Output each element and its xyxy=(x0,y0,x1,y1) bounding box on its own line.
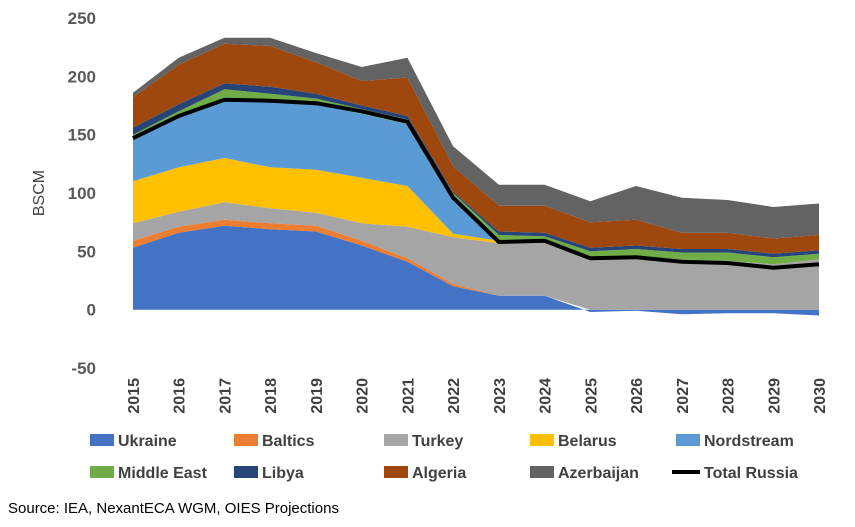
legend-label: Libya xyxy=(262,465,304,482)
legend-item-ukraine: Ukraine xyxy=(90,433,177,450)
y-tick-label: 0 xyxy=(87,301,96,320)
x-tick-label: 2015 xyxy=(126,378,143,414)
x-tick-label: 2026 xyxy=(629,378,646,414)
legend-item-azerbaijan: Azerbaijan xyxy=(530,465,639,482)
legend-label: Middle East xyxy=(118,465,208,482)
legend-swatch xyxy=(530,466,554,478)
x-tick-label: 2028 xyxy=(721,378,738,414)
legend-label: Baltics xyxy=(262,433,315,450)
legend-label: Azerbaijan xyxy=(558,465,639,482)
x-tick-label: 2023 xyxy=(492,378,509,414)
y-axis-ticks: -50 0 50 100 150 200 250 xyxy=(68,9,96,378)
source-note: Source: IEA, NexantECA WGM, OIES Project… xyxy=(8,500,339,517)
x-tick-label: 2024 xyxy=(538,378,555,414)
x-tick-label: 2021 xyxy=(400,378,417,414)
y-tick-label: 100 xyxy=(68,184,96,203)
area-turkey xyxy=(133,202,819,310)
legend-item-algeria: Algeria xyxy=(384,465,466,482)
legend-label: Belarus xyxy=(558,433,617,450)
area-algeria xyxy=(133,43,819,254)
legend-item-belarus: Belarus xyxy=(530,433,617,450)
x-tick-label: 2029 xyxy=(766,378,783,414)
legend-label: Ukraine xyxy=(118,433,177,450)
line-total-russia xyxy=(132,97,820,270)
legend-item-libya: Libya xyxy=(234,465,304,482)
legend-swatch xyxy=(384,434,408,446)
legend-label: Turkey xyxy=(412,433,463,450)
legend-swatch xyxy=(90,466,114,478)
legend-label: Total Russia xyxy=(704,465,798,482)
area-belarus xyxy=(133,158,819,265)
legend-label: Algeria xyxy=(412,465,466,482)
area-azerbaijan xyxy=(133,37,819,239)
legend-swatch xyxy=(234,434,258,446)
legend-item-total-russia: Total Russia xyxy=(672,465,798,482)
legend-swatch xyxy=(676,434,700,446)
legend-swatch xyxy=(384,466,408,478)
y-tick-label: 250 xyxy=(68,9,96,28)
legend-item-baltics: Baltics xyxy=(234,433,315,450)
x-tick-label: 2027 xyxy=(675,378,692,414)
x-tick-label: 2019 xyxy=(309,378,326,414)
x-tick-label: 2017 xyxy=(218,378,235,414)
legend-item-middle-east: Middle East xyxy=(90,465,208,482)
legend-label: Nordstream xyxy=(704,433,794,450)
area-layers xyxy=(133,37,819,316)
legend-item-turkey: Turkey xyxy=(384,433,463,450)
legend-swatch xyxy=(90,434,114,446)
y-tick-label: 50 xyxy=(77,242,96,261)
y-tick-label: -50 xyxy=(71,359,96,378)
x-tick-label: 2022 xyxy=(446,378,463,414)
x-tick-label: 2020 xyxy=(355,378,372,414)
legend-swatch xyxy=(234,466,258,478)
x-tick-label: 2018 xyxy=(263,378,280,414)
area-baltics xyxy=(133,219,819,310)
x-tick-label: 2030 xyxy=(812,378,829,414)
legend-item-nordstream: Nordstream xyxy=(676,433,794,450)
y-axis-label: BSCM xyxy=(31,170,48,216)
x-axis-ticks: 2015 2016 2017 2018 2019 2020 2021 2022 2023 2024… xyxy=(126,378,829,414)
y-tick-label: 200 xyxy=(68,67,96,86)
y-tick-label: 150 xyxy=(68,126,96,145)
legend: Ukraine Baltics Turkey Belarus Nordstream Mid… xyxy=(90,433,798,482)
legend-swatch xyxy=(530,434,554,446)
area-nordstream xyxy=(133,97,819,265)
area-ukraine xyxy=(133,225,819,316)
x-tick-label: 2025 xyxy=(583,378,600,414)
x-tick-label: 2016 xyxy=(172,378,189,414)
line-layers xyxy=(132,97,820,270)
